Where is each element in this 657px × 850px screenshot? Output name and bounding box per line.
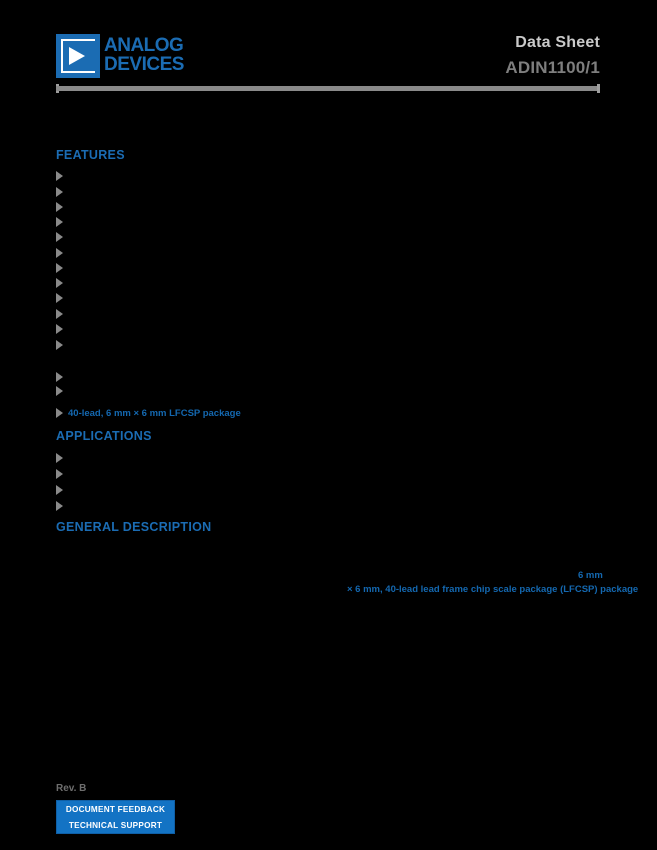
document-kind-label: Data Sheet (515, 34, 600, 51)
general-description-heading: GENERAL DESCRIPTION (56, 520, 212, 534)
features-list-item (56, 262, 68, 274)
features-list-item (56, 247, 68, 259)
general-description-highlight-2: × 6 mm, 40-lead lead frame chip scale pa… (347, 584, 639, 595)
analog-devices-wordmark: ANALOG DEVICES (104, 35, 184, 75)
header-rule-right-cap (597, 84, 600, 93)
bullet-triangle-icon (56, 232, 63, 242)
bullet-triangle-icon (56, 372, 63, 382)
features-list-item (56, 170, 68, 182)
bullet-triangle-icon (56, 171, 63, 181)
features-heading: FEATURES (56, 148, 125, 162)
bullet-triangle-icon (56, 324, 63, 334)
bullet-triangle-icon (56, 453, 63, 463)
bullet-triangle-icon (56, 408, 63, 418)
features-list-item (56, 323, 68, 335)
applications-list-item (56, 500, 68, 512)
analog-devices-triangle-icon (56, 33, 100, 78)
bullet-triangle-icon (56, 202, 63, 212)
features-list-item (56, 186, 68, 198)
bullet-triangle-icon (56, 309, 63, 319)
analog-devices-logo: ANALOG DEVICES (56, 33, 184, 78)
bullet-triangle-icon (56, 278, 63, 288)
bullet-triangle-icon (56, 501, 63, 511)
applications-list-item (56, 468, 68, 480)
footer-button-group: DOCUMENT FEEDBACK TECHNICAL SUPPORT (56, 800, 175, 835)
applications-heading: APPLICATIONS (56, 429, 152, 443)
features-list-item (56, 339, 68, 351)
bullet-triangle-icon (56, 263, 63, 273)
document-feedback-button[interactable]: DOCUMENT FEEDBACK (57, 801, 174, 818)
applications-list-item (56, 484, 68, 496)
features-list-item (56, 201, 68, 213)
features-list-item (56, 231, 68, 243)
features-list-item (56, 277, 68, 289)
bullet-triangle-icon (56, 293, 63, 303)
features-list-item-highlighted: 40-lead, 6 mm × 6 mm LFCSP package (56, 407, 241, 419)
general-description-highlight-1: 6 mm (578, 570, 603, 581)
features-list-item (56, 385, 68, 397)
bullet-triangle-icon (56, 386, 63, 396)
bullet-triangle-icon (56, 340, 63, 350)
part-number-label: ADIN1100/1 (505, 58, 600, 77)
logo-word-line1: ANALOG (104, 35, 184, 57)
technical-support-button[interactable]: TECHNICAL SUPPORT (57, 817, 174, 834)
logo-word-line2: DEVICES (104, 53, 184, 75)
applications-list-item (56, 452, 68, 464)
bullet-triangle-icon (56, 187, 63, 197)
features-list-item (56, 308, 68, 320)
bullet-triangle-icon (56, 248, 63, 258)
header-rule (56, 86, 600, 91)
features-list-item (56, 216, 68, 228)
bullet-triangle-icon (56, 217, 63, 227)
bullet-triangle-icon (56, 469, 63, 479)
features-list-item (56, 371, 68, 383)
bullet-triangle-icon (56, 485, 63, 495)
features-list-item (56, 292, 68, 304)
revision-label: Rev. B (56, 783, 87, 794)
features-item-label: 40-lead, 6 mm × 6 mm LFCSP package (68, 407, 241, 419)
